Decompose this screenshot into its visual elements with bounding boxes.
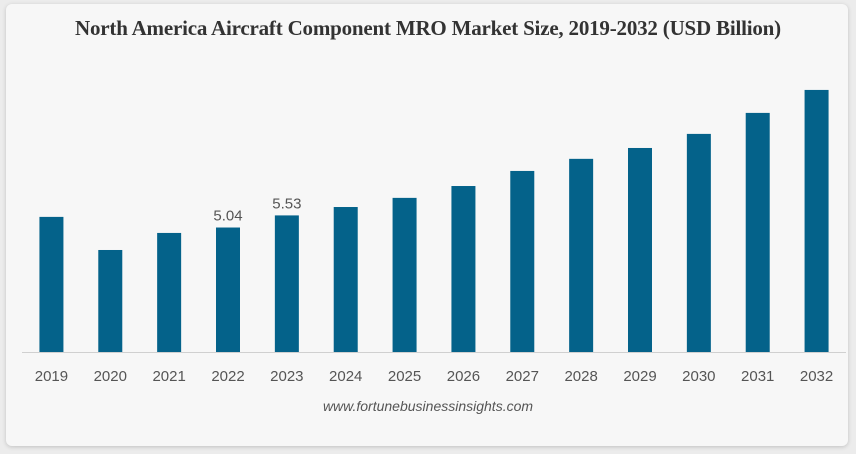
data-label-2023: 5.53 <box>272 195 301 212</box>
x-tick-label: 2024 <box>329 368 362 385</box>
bar-2025 <box>392 197 417 352</box>
bar-2030 <box>686 133 711 352</box>
x-tick-label: 2023 <box>270 368 303 385</box>
bar-2019 <box>39 216 64 352</box>
x-tick-label: 2027 <box>506 368 539 385</box>
x-tick-label: 2020 <box>94 368 127 385</box>
data-label-2022: 5.04 <box>213 208 242 225</box>
x-tick-label: 2031 <box>741 368 774 385</box>
x-tick-label: 2028 <box>564 368 597 385</box>
bar-2031 <box>745 112 770 353</box>
bar-2020 <box>98 249 123 352</box>
x-tick-label: 2025 <box>388 368 421 385</box>
x-tick-label: 2021 <box>152 368 185 385</box>
chart-title: North America Aircraft Component MRO Mar… <box>75 16 781 40</box>
x-tick-label: 2029 <box>623 368 656 385</box>
x-tick-label: 2022 <box>211 368 244 385</box>
x-tick-label: 2032 <box>800 368 833 385</box>
bar-2021 <box>157 232 182 352</box>
bar-2024 <box>333 207 358 352</box>
bar-2027 <box>510 170 535 352</box>
bar-2023 <box>274 215 299 352</box>
bar-2032 <box>804 89 829 353</box>
x-tick-label: 2019 <box>35 368 68 385</box>
source-text: www.fortunebusinessinsights.com <box>322 398 534 414</box>
bar-2026 <box>451 186 476 352</box>
x-tick-label: 2030 <box>682 368 715 385</box>
bar-2022 <box>216 227 240 352</box>
bar-2028 <box>569 158 594 352</box>
x-tick-label: 2026 <box>447 368 480 385</box>
bar-2029 <box>628 147 652 352</box>
